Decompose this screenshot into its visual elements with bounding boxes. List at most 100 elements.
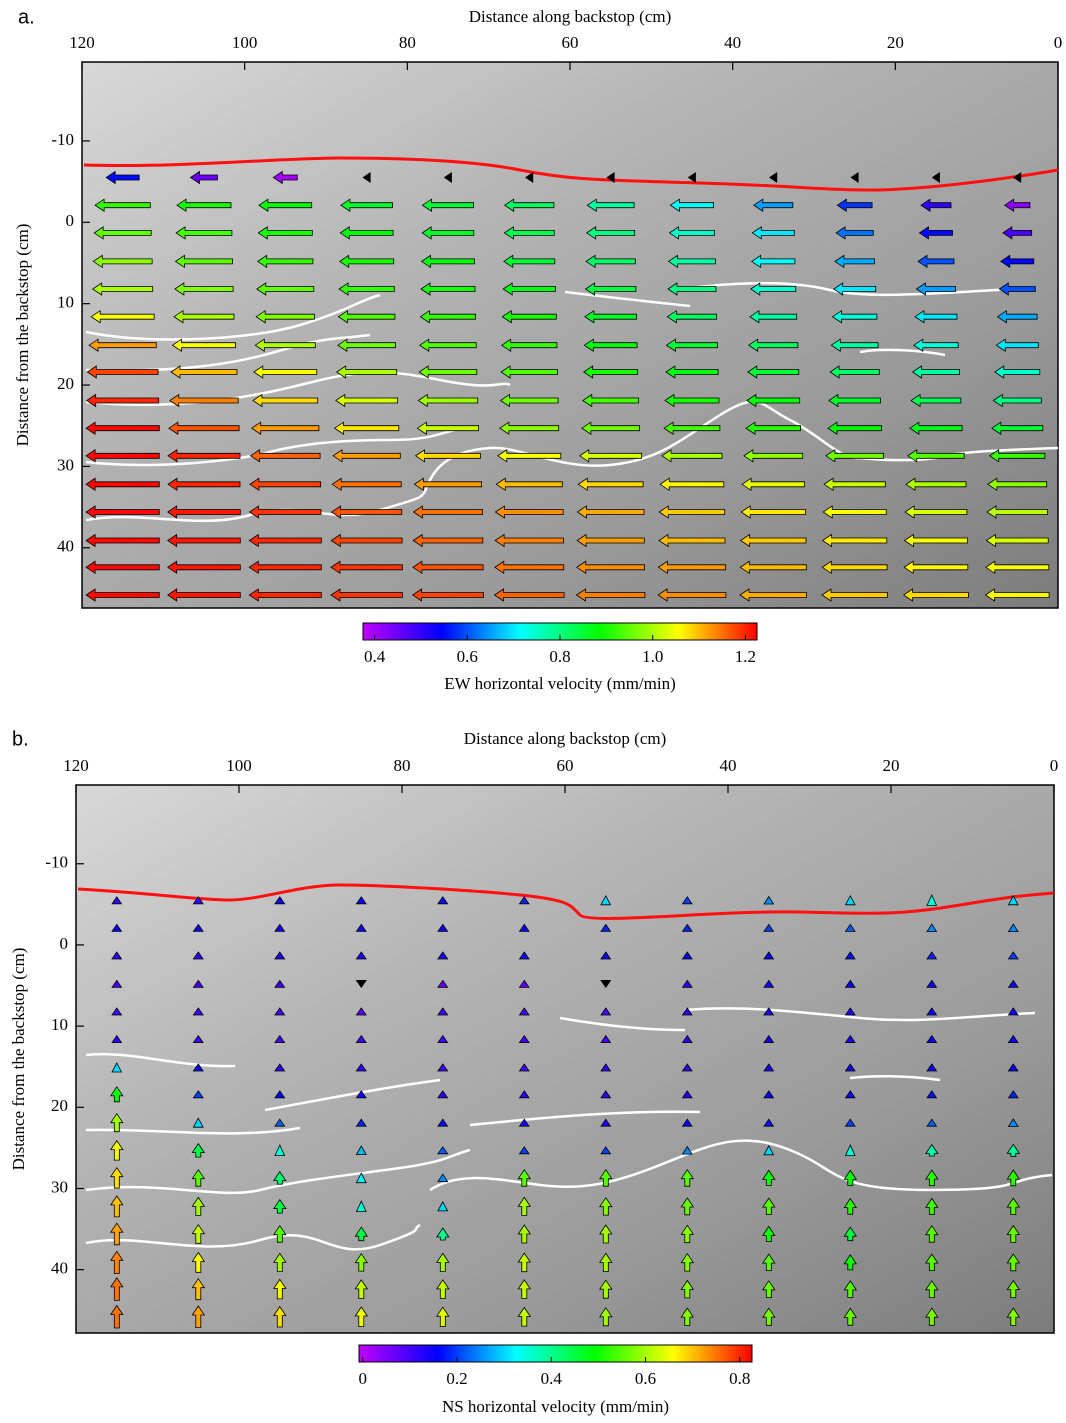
velocity-arrow <box>831 309 878 324</box>
velocity-arrow <box>599 1224 613 1244</box>
velocity-arrow <box>828 393 881 408</box>
velocity-arrow <box>354 1226 369 1242</box>
velocity-arrow <box>762 1197 776 1215</box>
velocity-arrow <box>600 1034 612 1043</box>
velocity-arrow <box>274 979 286 988</box>
velocity-arrow <box>763 1063 775 1072</box>
velocity-arrow <box>331 477 402 492</box>
velocity-arrow <box>835 226 874 240</box>
x-tick-label: 80 <box>399 33 416 52</box>
velocity-arrow <box>168 421 240 435</box>
velocity-arrow <box>495 477 563 492</box>
colorbar-label: NS horizontal velocity (mm/min) <box>442 1397 669 1416</box>
velocity-arrow <box>986 505 1048 519</box>
velocity-arrow <box>762 1280 776 1298</box>
velocity-arrow <box>914 309 958 324</box>
velocity-arrow <box>926 979 938 988</box>
velocity-arrow <box>191 1251 206 1273</box>
velocity-arrow <box>680 1197 695 1216</box>
velocity-arrow <box>576 505 645 519</box>
velocity-arrow <box>191 1277 206 1301</box>
velocity-arrow <box>166 505 241 519</box>
velocity-arrow <box>338 282 395 296</box>
velocity-arrow <box>599 1168 613 1187</box>
velocity-arrow <box>517 1168 532 1187</box>
velocity-arrow <box>1003 198 1031 212</box>
velocity-arrow <box>844 1118 856 1127</box>
velocity-arrow <box>681 951 693 960</box>
velocity-arrow <box>85 421 160 435</box>
velocity-arrow <box>437 1118 449 1127</box>
velocity-arrow <box>925 1143 939 1157</box>
velocity-arrow <box>110 1112 124 1133</box>
velocity-arrow <box>821 588 888 602</box>
fault-trace <box>559 1016 686 1032</box>
panel-label: b. <box>12 728 29 750</box>
velocity-arrow <box>500 338 558 352</box>
velocity-arrow <box>518 1034 530 1043</box>
velocity-arrow <box>273 1305 287 1328</box>
velocity-arrow <box>1007 1034 1019 1043</box>
velocity-arrow <box>354 1279 369 1299</box>
velocity-arrow <box>680 1252 695 1272</box>
velocity-arrow <box>663 421 721 435</box>
velocity-arrow <box>926 1090 938 1099</box>
velocity-arrow <box>743 449 804 463</box>
velocity-arrow <box>258 198 313 212</box>
velocity-arrow <box>925 1280 939 1298</box>
velocity-arrow <box>171 338 236 352</box>
velocity-arrow <box>681 1063 693 1072</box>
velocity-arrow <box>332 449 401 463</box>
velocity-arrow <box>996 309 1038 324</box>
velocity-arrow <box>419 309 477 324</box>
velocity-arrow <box>600 1007 612 1016</box>
velocity-arrow <box>192 951 204 960</box>
velocity-arrow <box>330 533 403 548</box>
velocity-arrow <box>745 421 801 435</box>
panel-b: b. Distance along backstop (cm) Distance f… <box>9 728 1058 1416</box>
velocity-arrow <box>167 449 241 463</box>
velocity-arrow <box>834 254 875 269</box>
velocity-arrow <box>915 282 956 296</box>
velocity-arrow <box>600 951 612 960</box>
fault-trace <box>859 348 946 357</box>
velocity-arrow <box>917 254 955 269</box>
velocity-arrow <box>517 1252 532 1273</box>
fault-trace <box>85 1126 301 1135</box>
velocity-arrow <box>248 560 322 575</box>
fault-trace <box>689 281 1036 297</box>
velocity-arrow <box>437 1034 449 1043</box>
velocity-arrow <box>500 365 558 379</box>
x-tick-label: 0 <box>1054 33 1063 52</box>
velocity-arrow <box>192 896 204 905</box>
velocity-arrow <box>85 477 160 492</box>
velocity-arrow <box>1007 979 1019 988</box>
velocity-arrow <box>173 309 235 324</box>
velocity-arrow <box>668 226 715 240</box>
velocity-arrow <box>414 449 481 463</box>
velocity-arrow <box>248 588 322 602</box>
velocity-arrow <box>248 533 322 548</box>
velocity-arrow <box>249 477 322 492</box>
velocity-arrow <box>86 365 159 379</box>
velocity-arrow <box>110 1277 124 1301</box>
velocity-arrow <box>763 979 775 988</box>
velocity-arrow <box>844 979 856 988</box>
velocity-arrow <box>827 421 882 435</box>
velocity-arrow <box>272 170 298 185</box>
velocity-arrow <box>585 226 636 240</box>
velocity-arrow <box>518 1118 530 1127</box>
velocity-arrow <box>925 1307 939 1326</box>
velocity-arrow <box>274 923 286 932</box>
velocity-arrow <box>576 560 645 575</box>
velocity-arrow <box>517 1224 532 1244</box>
velocity-arrow <box>257 226 313 240</box>
velocity-arrow <box>192 979 204 988</box>
velocity-arrow <box>680 1168 695 1187</box>
velocity-arrow <box>248 505 322 519</box>
y-tick-label: 30 <box>51 1177 68 1196</box>
y-tick-label: -10 <box>45 853 68 872</box>
velocity-arrow <box>830 338 879 352</box>
y-tick-label: 20 <box>51 1096 68 1115</box>
velocity-arrow <box>681 896 693 905</box>
